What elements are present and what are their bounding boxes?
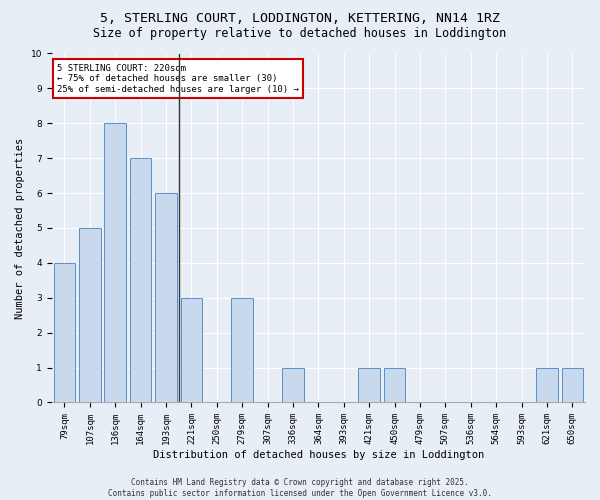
Text: 5 STERLING COURT: 220sqm
← 75% of detached houses are smaller (30)
25% of semi-d: 5 STERLING COURT: 220sqm ← 75% of detach… — [57, 64, 299, 94]
Bar — [130, 158, 151, 402]
Bar — [358, 368, 380, 402]
Text: Size of property relative to detached houses in Loddington: Size of property relative to detached ho… — [94, 28, 506, 40]
Bar — [155, 193, 177, 402]
Text: 5, STERLING COURT, LODDINGTON, KETTERING, NN14 1RZ: 5, STERLING COURT, LODDINGTON, KETTERING… — [100, 12, 500, 26]
Bar — [53, 263, 75, 402]
Bar — [282, 368, 304, 402]
Bar — [384, 368, 406, 402]
Bar — [562, 368, 583, 402]
Bar — [536, 368, 558, 402]
Bar — [104, 124, 126, 402]
X-axis label: Distribution of detached houses by size in Loddington: Distribution of detached houses by size … — [153, 450, 484, 460]
Y-axis label: Number of detached properties: Number of detached properties — [15, 138, 25, 318]
Text: Contains HM Land Registry data © Crown copyright and database right 2025.
Contai: Contains HM Land Registry data © Crown c… — [108, 478, 492, 498]
Bar — [181, 298, 202, 403]
Bar — [232, 298, 253, 403]
Bar — [79, 228, 101, 402]
